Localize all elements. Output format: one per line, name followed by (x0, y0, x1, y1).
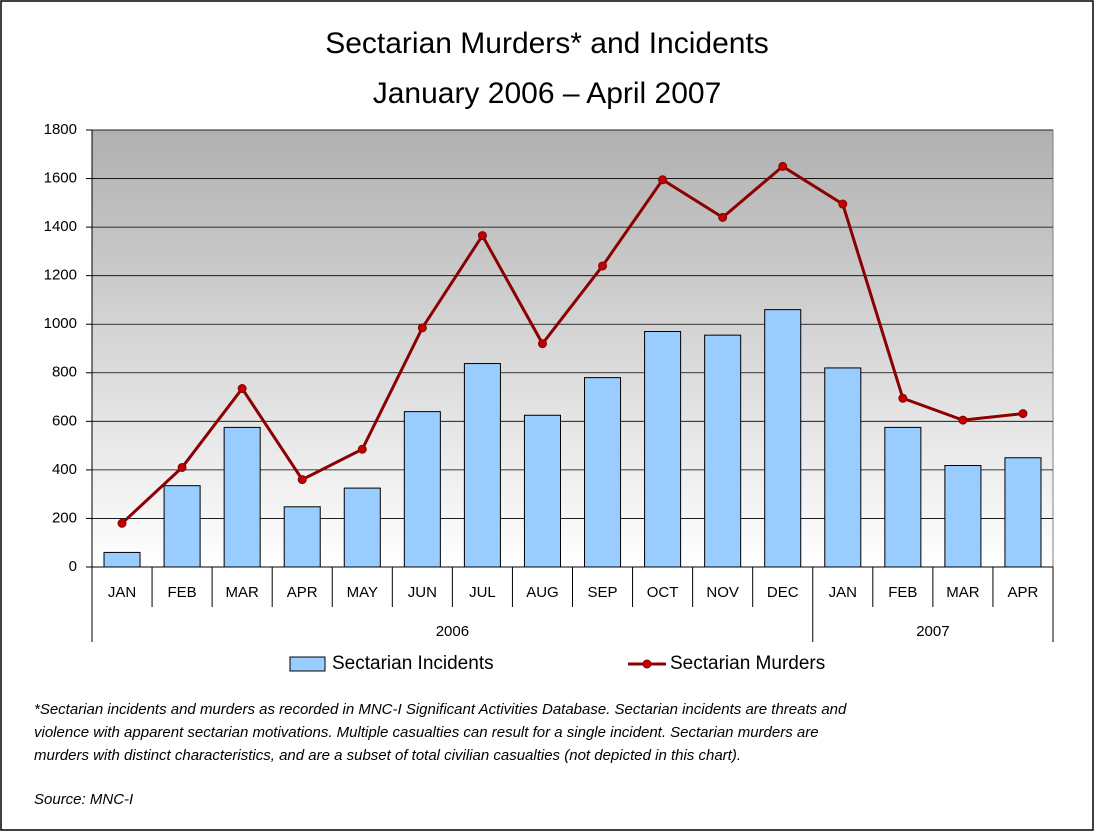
y-tick-label: 1600 (44, 170, 77, 187)
legend-label: Sectarian Murders (670, 653, 825, 674)
x-tick-label: MAR (946, 584, 980, 601)
marker (898, 393, 908, 403)
x-tick-label: DEC (767, 584, 799, 601)
bar (283, 506, 321, 568)
footnote: *Sectarian incidents and murders as reco… (34, 701, 847, 718)
x-tick-label: JAN (829, 584, 857, 601)
y-tick-label: 1800 (44, 121, 77, 138)
y-tick-label: 600 (52, 412, 77, 429)
marker (537, 339, 547, 349)
marker (117, 518, 127, 528)
bar (463, 363, 501, 568)
marker (1018, 409, 1028, 419)
year-label: 2006 (436, 623, 469, 640)
bar (884, 426, 922, 568)
marker (297, 475, 307, 485)
year-label: 2007 (916, 623, 949, 640)
x-tick-label: JUN (408, 584, 437, 601)
bar (163, 485, 201, 568)
y-tick-label: 1000 (44, 315, 77, 332)
y-tick-label: 1200 (44, 267, 77, 284)
x-tick-label: NOV (706, 584, 739, 601)
marker (477, 231, 487, 241)
y-tick-label: 400 (52, 461, 77, 478)
x-tick-label: JAN (108, 584, 136, 601)
x-tick-label: JUL (469, 584, 496, 601)
bar (584, 377, 622, 568)
x-tick-label: SEP (588, 584, 618, 601)
marker (718, 212, 728, 222)
footnote: murders with distinct characteristics, a… (34, 747, 741, 764)
x-tick-label: FEB (168, 584, 197, 601)
marker (598, 261, 608, 271)
marker (357, 444, 367, 454)
bar (764, 309, 802, 568)
bar (944, 465, 982, 568)
bar (403, 411, 441, 568)
line (121, 164, 1024, 525)
bar (223, 426, 261, 568)
legend-marker (642, 659, 652, 669)
bar (644, 331, 682, 568)
marker (237, 384, 247, 394)
x-tick-label: APR (1008, 584, 1039, 601)
y-tick-label: 1400 (44, 218, 77, 235)
chart-title: Sectarian Murders* and Incidents (325, 27, 769, 60)
bar (343, 487, 381, 568)
marker (177, 462, 187, 472)
marker (838, 199, 848, 209)
x-tick-label: APR (287, 584, 318, 601)
x-tick-label: AUG (526, 584, 559, 601)
x-tick-label: MAY (347, 584, 378, 601)
y-tick-label: 800 (52, 364, 77, 381)
source: Source: MNC-I (34, 791, 133, 808)
footnote: violence with apparent sectarian motivat… (34, 724, 819, 741)
marker (778, 161, 788, 171)
y-tick-label: 200 (52, 509, 77, 526)
marker (958, 415, 968, 425)
x-tick-label: MAR (225, 584, 259, 601)
bar (704, 334, 742, 568)
x-tick-label: OCT (647, 584, 679, 601)
marker (658, 175, 668, 185)
bar (523, 414, 561, 568)
legend-swatch (289, 656, 326, 672)
bar (1004, 457, 1042, 568)
bar (824, 367, 862, 568)
marker (417, 323, 427, 333)
chart-title: January 2006 – April 2007 (373, 77, 722, 110)
bar (103, 551, 141, 568)
legend-label: Sectarian Incidents (332, 653, 494, 674)
x-tick-label: FEB (888, 584, 917, 601)
y-tick-label: 0 (69, 558, 77, 575)
